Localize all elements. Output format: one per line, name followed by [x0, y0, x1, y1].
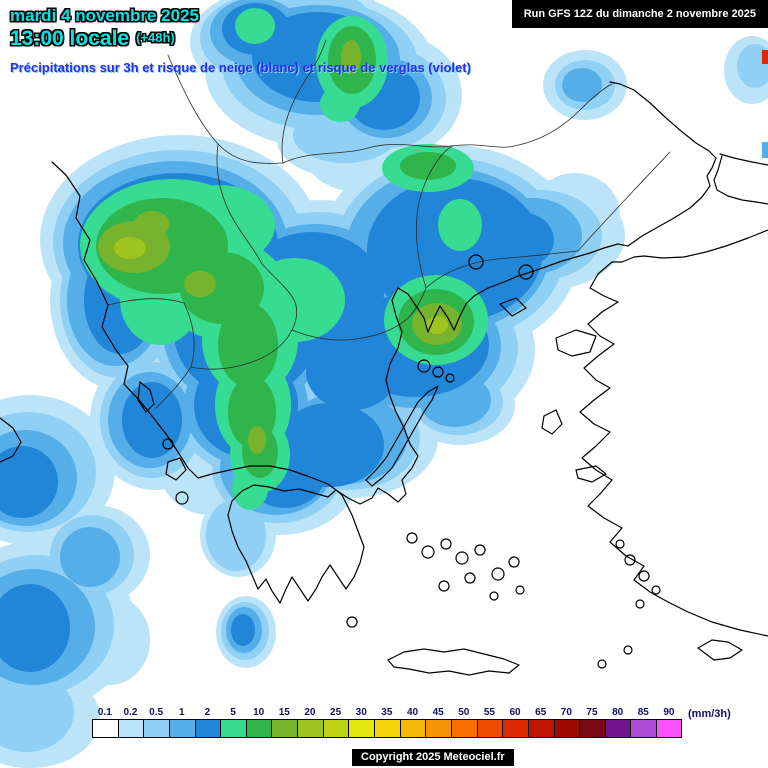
island-kefalonia	[165, 457, 187, 481]
legend-tick-label: 50	[458, 707, 470, 718]
legend-color-swatch	[297, 719, 323, 738]
forecast-time: 13:00 locale (+48h)	[10, 26, 175, 50]
legend-color-swatch	[117, 719, 144, 738]
legend-color-swatch	[630, 719, 657, 738]
map-subtitle: Précipitations sur 3h et risque de neige…	[10, 59, 471, 75]
legend-color-swatch	[502, 719, 528, 738]
copyright-label: Copyright 2025 Meteociel.fr	[361, 751, 505, 763]
legend-color-swatch	[374, 719, 400, 738]
legend-tick-label: 5	[230, 707, 236, 718]
island-euboea	[365, 385, 439, 487]
legend-ticks: 0.1 0.2 0.5 1 2 5 10 15 20 25 30 35 40 45 50 55 60 65 70 75…	[92, 707, 682, 718]
coastline-bosphorus-east	[713, 155, 768, 205]
island-limnos	[499, 297, 527, 317]
legend-color-swatch	[245, 719, 272, 738]
border-bulgaria-turkey	[577, 151, 671, 252]
legend-color-swatch	[271, 719, 298, 738]
legend-color-swatch	[322, 719, 349, 738]
border-danube	[282, 83, 613, 164]
legend-color-swatch	[527, 719, 554, 738]
legend-color-swatch	[168, 719, 195, 738]
legend-color-swatch	[92, 719, 118, 738]
border-serbia-romania	[281, 39, 327, 164]
island-corfu	[137, 381, 155, 413]
legend-tick-label: 35	[381, 707, 393, 718]
legend-tick-label: 75	[586, 707, 598, 718]
border-montenegro-kosovo	[261, 263, 298, 331]
legend-tick-label: 1	[178, 707, 185, 718]
legend-tick-label: 0.2	[123, 707, 138, 718]
legend-tick-label: 0.5	[149, 707, 164, 718]
border-serbia-bulgaria	[416, 145, 453, 289]
legend-tick-label: 65	[535, 707, 547, 718]
border-albania	[107, 298, 195, 409]
forecast-date: mardi 4 novembre 2025	[10, 6, 199, 25]
legend-tick-label: 20	[304, 707, 316, 718]
legend-tick-label: 15	[278, 707, 290, 718]
legend-tick-label: 10	[253, 707, 265, 718]
legend-color-swatch	[425, 719, 451, 738]
legend-color-swatch	[604, 719, 631, 738]
legend-color-swatch	[476, 719, 503, 738]
legend-color-swatch	[399, 719, 426, 738]
border-albania-greece	[190, 329, 293, 370]
legend-color-swatch	[348, 719, 375, 738]
island-lesbos	[555, 329, 597, 357]
coastline-balkans-greece	[51, 81, 717, 505]
legend-color-swatch	[143, 719, 169, 738]
coastline-blacksea-anatolia	[719, 153, 768, 166]
legend-swatches	[92, 719, 682, 738]
island-rhodes	[697, 639, 743, 661]
legend-color-swatch	[579, 719, 605, 738]
coastlines	[0, 81, 768, 676]
legend-tick-label: 30	[355, 707, 367, 718]
legend-tick-label: 55	[483, 707, 495, 718]
border-greece-macedonia	[291, 287, 427, 341]
legend-tick-label: 2	[204, 707, 211, 718]
coastline-anatolia	[579, 229, 768, 637]
legend-tick-label: 0.1	[97, 707, 112, 718]
border-bosnia-serbia	[216, 143, 263, 265]
island-crete	[387, 648, 520, 676]
border-greece-bulgaria	[425, 250, 579, 289]
map-header: mardi 4 novembre 2025 13:00 locale (+48h)…	[10, 6, 471, 76]
legend-color-swatch	[194, 719, 221, 738]
legend-tick-label: 45	[432, 707, 444, 718]
legend-tick-label: 60	[509, 707, 521, 718]
island-peloponnese	[227, 484, 365, 604]
legend-color-swatch	[656, 719, 682, 738]
island-samos	[575, 465, 607, 483]
legend-tick-label: 90	[663, 707, 675, 718]
copyright-box: Copyright 2025 Meteociel.fr	[352, 749, 514, 766]
legend-color-swatch	[553, 719, 580, 738]
legend-tick-label: 80	[612, 707, 624, 718]
legend-tick-label: 70	[560, 707, 572, 718]
country-borders	[107, 39, 671, 409]
small-islands	[162, 254, 661, 669]
legend-color-swatch	[450, 719, 477, 738]
legend-tick-label: 40	[406, 707, 419, 718]
legend-tick-label: 25	[330, 707, 342, 718]
run-info-label: Run GFS 12Z du dimanche 2 novembre 2025	[523, 8, 756, 20]
map-edge-marks	[762, 50, 768, 158]
legend-unit: (mm/3h)	[688, 708, 731, 720]
precipitation-legend: 0.1 0.2 0.5 1 2 5 10 15 20 25 30 35 40 45 50 55 60 65 70 75…	[92, 707, 682, 738]
coastline-italy-heel	[0, 417, 22, 463]
legend-color-swatch	[220, 719, 246, 738]
island-chios	[541, 409, 563, 435]
run-info-box: Run GFS 12Z du dimanche 2 novembre 2025	[511, 0, 768, 28]
legend-tick-label: 85	[637, 707, 649, 718]
forecast-offset: (+48h)	[136, 29, 175, 45]
